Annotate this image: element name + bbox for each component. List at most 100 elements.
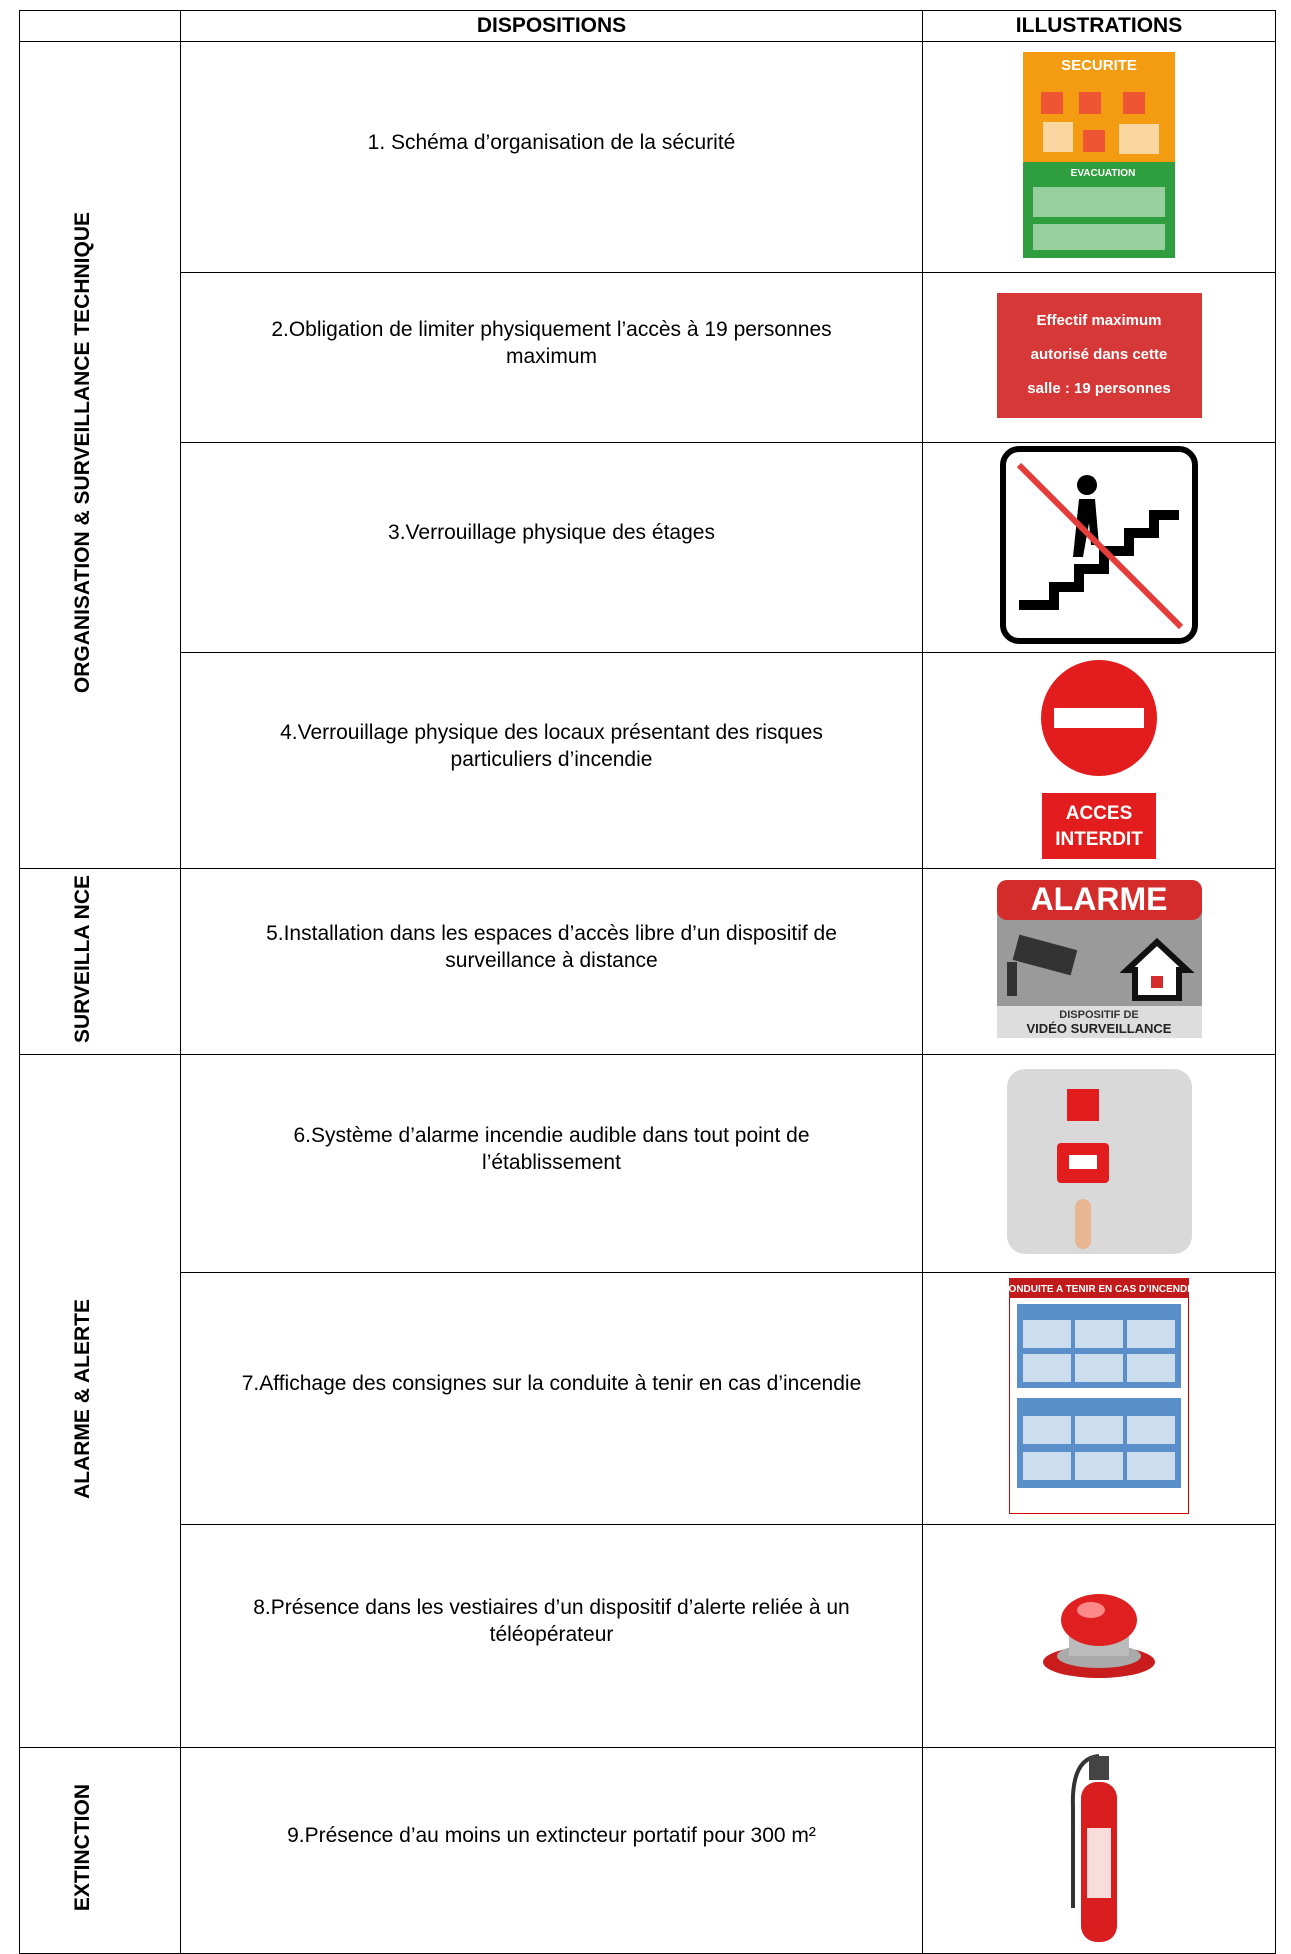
group-cell: ORGANISATION & SURVEILLANCE TECHNIQUE bbox=[19, 41, 181, 869]
illustration-cell bbox=[922, 1054, 1276, 1273]
disposition-text: 1. Schéma d’organisation de la sécurité bbox=[367, 130, 736, 154]
group-label: SURVEILLA NCE bbox=[71, 874, 94, 1044]
illustration-shape bbox=[1087, 1828, 1111, 1898]
illustration-shape bbox=[1041, 91, 1063, 114]
illustration-shape bbox=[1023, 1320, 1071, 1348]
sign-text: INTERDIT bbox=[1055, 829, 1143, 850]
disposition-cell: 1. Schéma d’organisation de la sécurité bbox=[180, 41, 923, 273]
disposition-text: 6.Système d’alarme incendie audible dans… bbox=[293, 1123, 810, 1174]
table-body: ORGANISATION & SURVEILLANCE TECHNIQUE 1. … bbox=[19, 41, 1276, 1954]
table-row: 4.Verrouillage physique des locaux prése… bbox=[20, 652, 1276, 869]
disposition-cell: 7.Affichage des consignes sur la conduit… bbox=[180, 1272, 923, 1525]
group-cell: SURVEILLA NCE bbox=[19, 868, 181, 1055]
illustration-shape bbox=[1083, 129, 1105, 152]
disposition-text: 2.Obligation de limiter physiquement l’a… bbox=[271, 317, 832, 368]
table-row: SURVEILLA NCE 5.Installation dans les esp… bbox=[19, 868, 1276, 1055]
group-label: ALARME & ALERTE bbox=[71, 1298, 94, 1499]
illustration-shape bbox=[1006, 962, 1017, 996]
illustration-shape bbox=[1127, 1320, 1175, 1348]
disposition-cell: 8.Présence dans les vestiaires d’un disp… bbox=[180, 1524, 923, 1748]
disposition-text: 7.Affichage des consignes sur la conduit… bbox=[241, 1372, 862, 1395]
illustration-cell: Effectif maximum autorisé dans cette salle… bbox=[922, 272, 1276, 443]
illustration-shape bbox=[1023, 1416, 1071, 1444]
illustration-shape bbox=[1012, 934, 1077, 976]
sign-text: SECURITE bbox=[1061, 57, 1137, 74]
group-label: EXTINCTION bbox=[71, 1784, 94, 1912]
header-row: DISPOSITIONS ILLUSTRATIONS bbox=[19, 10, 1276, 42]
illustration-shape bbox=[1077, 475, 1097, 495]
table-row: ALARME & ALERTE 6.Système d’alarme incend… bbox=[19, 1054, 1276, 1748]
table-row: 2.Obligation de limiter physiquement l’a… bbox=[20, 272, 1276, 443]
illustration-shape bbox=[1075, 1320, 1123, 1348]
illustration-shape bbox=[1123, 91, 1145, 114]
disposition-text: 9.Présence d’au moins un extincteur port… bbox=[287, 1824, 816, 1847]
disposition-cell: 4.Verrouillage physique des locaux prése… bbox=[180, 652, 923, 869]
illustration-shape bbox=[1119, 123, 1159, 154]
illustration-shape bbox=[996, 1006, 1202, 1038]
disposition-text: 5.Installation dans les espaces d’accès … bbox=[266, 921, 837, 972]
table-row: ORGANISATION & SURVEILLANCE TECHNIQUE 1. … bbox=[19, 41, 1276, 869]
illustration bbox=[1043, 1594, 1155, 1678]
illustration-shape bbox=[1009, 1278, 1189, 1298]
illustration-shape bbox=[1150, 976, 1163, 988]
illustration-shape bbox=[1075, 1416, 1123, 1444]
illustration-shape bbox=[1033, 223, 1165, 250]
illustration-shape bbox=[1074, 1198, 1091, 1249]
sign-text: autorisé dans cette bbox=[1030, 346, 1167, 363]
illustration bbox=[1070, 1754, 1117, 1942]
illustration-shape bbox=[996, 292, 1202, 418]
disposition-text: 4.Verrouillage physique des locaux prése… bbox=[280, 720, 823, 771]
illustration: SECURITE EVACUATION bbox=[1023, 51, 1175, 258]
illustration-shape bbox=[1061, 1594, 1137, 1646]
disposition-cell: 5.Installation dans les espaces d’accès … bbox=[180, 868, 923, 1055]
sign-text: ALARME bbox=[1030, 881, 1167, 917]
sign-text: VIDÉO SURVEILLANCE bbox=[1026, 1021, 1171, 1036]
illustration-shape bbox=[1127, 1452, 1175, 1480]
illustration-shape bbox=[1016, 462, 1184, 630]
illustration bbox=[1000, 446, 1198, 644]
illustration-shape bbox=[1089, 1756, 1109, 1780]
illustration: CONDUITE A TENIR EN CAS D’INCENDIE bbox=[1001, 1277, 1197, 1515]
illustration-shape bbox=[1075, 1354, 1123, 1382]
illustration-shape bbox=[1023, 1452, 1071, 1480]
illustration-shape bbox=[1066, 1088, 1099, 1121]
illustration bbox=[1006, 1068, 1192, 1254]
illustration-shape bbox=[1075, 1452, 1123, 1480]
illustration-cell: ACCES INTERDIT bbox=[922, 652, 1276, 869]
sign-text: CONDUITE A TENIR EN CAS D’INCENDIE bbox=[1009, 1284, 1189, 1295]
header-cell: DISPOSITIONS bbox=[180, 10, 923, 42]
disposition-cell: 3.Verrouillage physique des étages bbox=[180, 442, 923, 653]
illustration-shape bbox=[1019, 510, 1179, 610]
illustration-cell: CONDUITE A TENIR EN CAS D’INCENDIE bbox=[922, 1272, 1276, 1525]
illustration-cell bbox=[922, 1747, 1276, 1954]
group-cell: ALARME & ALERTE bbox=[19, 1054, 181, 1748]
disposition-cell: 9.Présence d’au moins un extincteur port… bbox=[180, 1747, 923, 1954]
illustration-shape bbox=[1068, 1154, 1097, 1169]
illustration: ACCES INTERDIT bbox=[1034, 653, 1164, 863]
disposition-cell: 6.Système d’alarme incendie audible dans… bbox=[180, 1054, 923, 1273]
illustration-shape bbox=[1043, 121, 1073, 152]
table-row: 3.Verrouillage physique des étages bbox=[20, 442, 1276, 653]
illustration-cell bbox=[922, 1524, 1276, 1748]
illustration-shape bbox=[1127, 1354, 1175, 1382]
illustration: Effectif maximum autorisé dans cette salle… bbox=[996, 292, 1202, 418]
illustration-shape bbox=[1118, 937, 1195, 1001]
header-cell: ILLUSTRATIONS bbox=[922, 10, 1276, 42]
group-label: ORGANISATION & SURVEILLANCE TECHNIQUE bbox=[71, 211, 94, 694]
disposition-cell: 2.Obligation de limiter physiquement l’a… bbox=[180, 272, 923, 443]
header-cell bbox=[19, 10, 181, 42]
sign-text: EVACUATION bbox=[1071, 168, 1136, 179]
illustration-cell bbox=[922, 442, 1276, 653]
group-cell: EXTINCTION bbox=[19, 1747, 181, 1954]
disposition-text: 3.Verrouillage physique des étages bbox=[388, 521, 715, 544]
illustration-shape bbox=[1042, 793, 1156, 859]
table-row: 8.Présence dans les vestiaires d’un disp… bbox=[20, 1524, 1276, 1748]
table-row: 7.Affichage des consignes sur la conduit… bbox=[20, 1272, 1276, 1525]
sign-text: salle : 19 personnes bbox=[1027, 380, 1170, 397]
illustration-cell: SECURITE EVACUATION bbox=[922, 41, 1276, 273]
illustration-shape bbox=[996, 880, 1202, 920]
illustration-shape bbox=[1023, 1354, 1071, 1382]
table-row: EXTINCTION 9.Présence d’au moins un extin… bbox=[19, 1747, 1276, 1954]
